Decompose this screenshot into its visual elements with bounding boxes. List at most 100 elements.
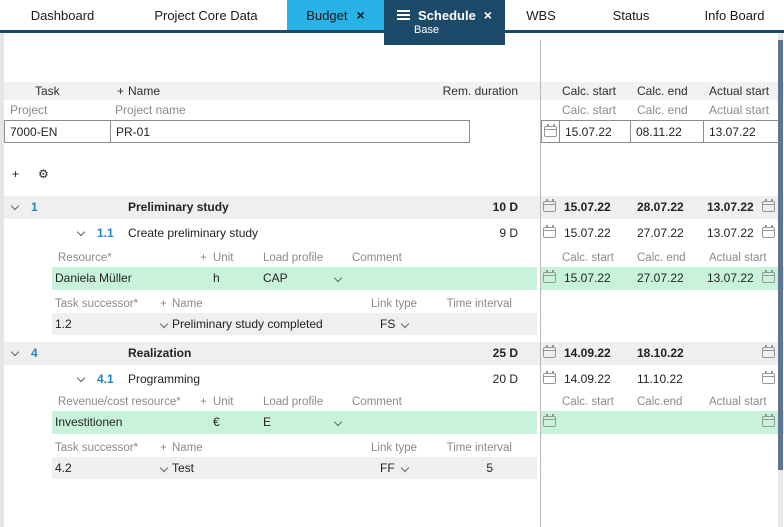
spacer-row: [4, 245, 784, 250]
calendar-icon[interactable]: [543, 270, 556, 283]
tab-dashboard[interactable]: Dashboard: [0, 0, 125, 30]
cost-resource-load-profile[interactable]: E: [263, 415, 272, 429]
successor-header-row: Task successor* + Name Link type Time in…: [4, 440, 784, 457]
col-calc-end: Calc.end: [637, 396, 683, 408]
successor-id[interactable]: 4.2: [55, 461, 72, 475]
calendar-icon[interactable]: [762, 225, 775, 238]
add-column-icon[interactable]: +: [160, 298, 167, 310]
successor-id[interactable]: 1.2: [55, 317, 72, 331]
calendar-icon[interactable]: [762, 270, 775, 283]
close-icon[interactable]: ×: [356, 7, 365, 23]
task-row-1[interactable]: 1 Preliminary study 10 D 15.07.22 28.07.…: [4, 196, 784, 219]
calendar-button[interactable]: [542, 121, 560, 142]
resource-row[interactable]: Daniela Müller h CAP 15.07.22 27.07.22 1…: [4, 267, 784, 290]
tab-bar: Dashboard Project Core Data Budget × Sch…: [0, 0, 784, 45]
successor-link-type[interactable]: FS: [380, 317, 396, 331]
col-calc-end: Calc. end: [637, 252, 686, 264]
vertical-scrollbar[interactable]: [778, 33, 783, 527]
add-column-icon[interactable]: +: [117, 84, 125, 98]
calendar-icon[interactable]: [543, 414, 556, 427]
task-name: Preliminary study: [128, 200, 229, 214]
tab-info-board[interactable]: Info Board: [685, 0, 784, 30]
project-id-field[interactable]: 7000-EN: [5, 121, 111, 142]
tab-budget[interactable]: Budget ×: [287, 0, 384, 30]
spacer-row: [4, 290, 784, 296]
tab-label: Dashboard: [30, 7, 95, 23]
tab-status[interactable]: Status: [577, 0, 685, 30]
resource-header-row: Resource* + Unit Load profile Comment Ca…: [4, 250, 784, 267]
col-name: Name: [172, 442, 203, 454]
calc-end-value: 27.07.22: [637, 226, 684, 240]
expand-chevron-icon[interactable]: [76, 373, 86, 383]
col-task-successor: Task successor*: [55, 442, 139, 454]
expand-chevron-icon[interactable]: [10, 201, 20, 211]
calendar-icon[interactable]: [762, 199, 775, 212]
scrollbar-thumb[interactable]: [778, 40, 783, 470]
gear-icon[interactable]: ⚙: [38, 167, 49, 181]
spacer-row: [4, 143, 784, 161]
schedule-content: Task + Name Rem. duration Calc. start Ca…: [0, 33, 784, 527]
expand-chevron-icon[interactable]: [10, 347, 20, 357]
spacer-row: [4, 40, 784, 82]
project-calc-end-field[interactable]: 08.11.22: [631, 121, 704, 142]
successor-row[interactable]: 4.2 Test FF 5: [4, 457, 784, 479]
task-number: 1: [31, 200, 38, 214]
col-unit: Unit: [213, 396, 234, 408]
col-name: Name: [128, 84, 161, 98]
col-name: Name: [172, 298, 203, 310]
calendar-icon[interactable]: [543, 199, 556, 212]
task-duration: 20 D: [492, 372, 518, 386]
resource-load-profile[interactable]: CAP: [263, 271, 288, 285]
cost-resource-row[interactable]: Investitionen € E: [4, 411, 784, 434]
label-calc-end: Calc. end: [637, 103, 688, 117]
calc-end-value: 11.10.22: [637, 372, 683, 386]
calc-start-value: 14.09.22: [564, 346, 611, 360]
calendar-icon[interactable]: [543, 371, 556, 384]
calc-start-value: 15.07.22: [564, 271, 611, 285]
cost-resource-name[interactable]: Investitionen: [55, 415, 123, 429]
calendar-icon[interactable]: [762, 414, 775, 427]
col-task: Task: [35, 84, 60, 98]
successor-link-type[interactable]: FF: [380, 461, 395, 475]
calendar-icon[interactable]: [762, 345, 775, 358]
label-calc-start: Calc. start: [562, 103, 617, 117]
resource-name[interactable]: Daniela Müller: [55, 271, 132, 285]
calc-start-value: 14.09.22: [564, 372, 611, 386]
calc-end-value: 28.07.22: [637, 200, 684, 214]
task-row-1-1[interactable]: 1.1 Create preliminary study 9 D 15.07.2…: [4, 222, 784, 245]
menu-icon[interactable]: [397, 10, 410, 20]
successor-time-interval[interactable]: 5: [486, 461, 493, 475]
calc-start-value: 15.07.22: [564, 226, 611, 240]
task-row-4[interactable]: 4 Realization 25 D 14.09.22 18.10.22: [4, 342, 784, 365]
col-unit: Unit: [213, 252, 234, 264]
project-actual-start-field[interactable]: 13.07.22: [709, 124, 756, 139]
tab-wbs[interactable]: WBS: [505, 0, 577, 30]
project-name-field[interactable]: PR-01: [116, 124, 151, 139]
actual-start-value: 13.07.22: [707, 226, 754, 240]
cost-resource-header-row: Revenue/cost resource* + Unit Load profi…: [4, 394, 784, 411]
calendar-icon[interactable]: [543, 225, 556, 238]
tab-schedule[interactable]: Schedule × Base: [384, 0, 505, 45]
cost-resource-unit[interactable]: €: [213, 415, 220, 429]
add-column-icon[interactable]: +: [200, 252, 207, 264]
tab-project-core-data[interactable]: Project Core Data: [125, 0, 287, 30]
col-rem-duration: Rem. duration: [442, 84, 518, 98]
calendar-icon[interactable]: [543, 345, 556, 358]
project-input-group: 7000-EN PR-01: [4, 120, 470, 143]
calendar-icon[interactable]: [762, 371, 775, 384]
add-task-button[interactable]: +: [12, 167, 20, 181]
successor-row[interactable]: 1.2 Preliminary study completed FS: [4, 313, 784, 335]
add-column-icon[interactable]: +: [200, 396, 207, 408]
label-project-name: Project name: [115, 103, 186, 117]
add-column-icon[interactable]: +: [160, 442, 167, 454]
task-row-4-1[interactable]: 4.1 Programming 20 D 14.09.22 11.10.22: [4, 368, 784, 391]
task-name: Realization: [128, 346, 192, 360]
expand-chevron-icon[interactable]: [76, 227, 86, 237]
label-actual-start: Actual start: [709, 103, 770, 117]
resource-unit[interactable]: h: [213, 271, 220, 285]
actual-start-value: 13.07.22: [707, 200, 754, 214]
task-duration: 25 D: [492, 346, 518, 360]
project-calc-start-field[interactable]: 15.07.22: [560, 121, 631, 142]
col-link-type: Link type: [371, 442, 418, 454]
close-icon[interactable]: ×: [483, 7, 492, 23]
